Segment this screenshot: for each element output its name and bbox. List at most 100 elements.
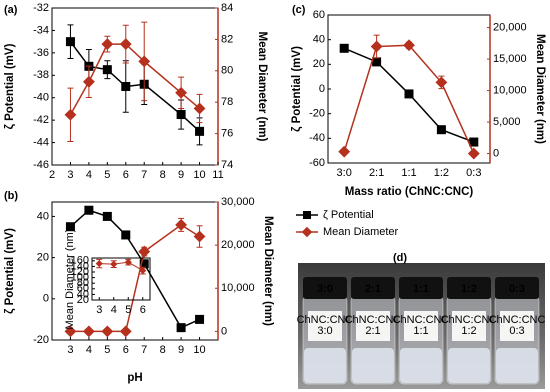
marker	[82, 75, 95, 88]
y-tick-label: 0	[319, 83, 325, 95]
legend-label: Mean Diameter	[323, 226, 399, 238]
vial-cap-label: 0:3	[509, 283, 525, 295]
x-tick-label: 7	[141, 344, 147, 356]
y2-tick-label: 76	[221, 128, 233, 140]
x-tick-label: 3	[67, 169, 73, 181]
y-tick-label: 0	[43, 293, 49, 305]
marker	[338, 145, 351, 158]
vial-tag	[452, 311, 486, 341]
vial-tag-text: 3:0	[317, 325, 332, 337]
y-tick-label: -40	[309, 132, 325, 144]
y-axis-label: ζ Potential (mV)	[4, 228, 16, 314]
vial-tag	[356, 311, 390, 341]
panel-label: (b)	[4, 190, 18, 202]
vial-cap-label: 1:2	[461, 283, 477, 295]
y-tick-label: 100	[71, 272, 89, 284]
x-tick-label: 4	[86, 344, 92, 356]
y-tick-label: -32	[33, 2, 49, 14]
marker	[301, 226, 313, 238]
y2-tick-label: 20,000	[493, 22, 527, 34]
marker	[124, 258, 132, 266]
y-tick-label: -40	[33, 92, 49, 104]
x-tick-label: 2	[49, 169, 55, 181]
y-tick-label: 120	[71, 266, 89, 278]
y2-axis-label: Mean Diameter (nm)	[534, 34, 546, 144]
x-tick-label: 7	[141, 169, 147, 181]
marker	[119, 325, 132, 338]
y-tick-label: 60	[77, 283, 89, 295]
y-tick-label: 80	[77, 277, 89, 289]
y-tick-label: -34	[33, 24, 49, 36]
marker	[193, 230, 206, 243]
y-tick-label: 60	[313, 9, 325, 21]
marker	[121, 82, 131, 91]
y-tick-label: 20	[313, 58, 325, 70]
y2-tick-label: 30,000	[221, 196, 255, 208]
marker	[64, 325, 77, 338]
marker	[435, 76, 448, 89]
vial-cap	[495, 277, 539, 299]
y-tick-label: 140	[71, 260, 89, 272]
marker	[119, 38, 132, 51]
x-tick-label: 1:1	[401, 167, 416, 179]
marker	[101, 325, 114, 338]
y-tick-label: 20	[37, 252, 49, 264]
y2-tick-label: 80	[221, 65, 233, 77]
marker	[102, 211, 112, 221]
marker	[303, 211, 311, 219]
x-tick-label: 3	[67, 344, 73, 356]
x-tick-label: 4	[86, 169, 92, 181]
y-tick-label: 40	[37, 210, 49, 222]
y2-tick-label: 0	[493, 147, 499, 159]
y-axis-label: ζ Potential (mV)	[4, 43, 16, 129]
vial-liquid	[400, 348, 442, 383]
x-tick-label: 11	[212, 169, 223, 181]
x-tick-label: 5	[104, 344, 110, 356]
y2-tick-label: 74	[221, 159, 233, 171]
x-tick-label: 10	[193, 344, 205, 356]
plot-frame	[51, 7, 219, 166]
panel-label: (c)	[292, 4, 306, 16]
x-axis-label: Mass ratio (ChNC:CNC)	[345, 186, 474, 198]
vial-tag	[500, 311, 534, 341]
y2-tick-label: 20,000	[221, 239, 255, 251]
marker	[121, 230, 131, 240]
x-tick-label: 9	[178, 169, 184, 181]
x-tick-label: 2:1	[369, 167, 384, 179]
vial-tag-text: 0:3	[509, 325, 524, 337]
y-tick-label: -42	[33, 114, 49, 126]
y-tick-label: 40	[313, 34, 325, 46]
y-tick-label: -44	[33, 136, 49, 148]
series-line	[99, 261, 144, 272]
x-tick-label: 5	[125, 304, 131, 316]
y2-axis-label: Mean Diameter (nm)	[256, 32, 268, 142]
marker	[84, 205, 94, 215]
y-tick-label: -46	[33, 159, 49, 171]
marker	[65, 37, 75, 47]
marker	[82, 325, 95, 338]
marker	[138, 55, 151, 68]
marker	[372, 57, 382, 67]
y-tick-label: -20	[309, 108, 325, 120]
y-axis-label: ζ Potential (mV)	[291, 46, 303, 132]
y-tick-label: -38	[33, 69, 49, 81]
y-axis-label: Mean Diameter (nm)	[64, 229, 76, 330]
marker	[176, 110, 186, 120]
vial-cap-label: 2:1	[365, 283, 381, 295]
vial-tag-text: ChNC:CNC	[441, 314, 498, 326]
marker	[195, 314, 205, 324]
marker	[436, 125, 446, 135]
marker	[64, 108, 77, 121]
marker	[404, 89, 414, 99]
plot-frame	[91, 257, 151, 301]
vial-cap-label: 1:1	[413, 283, 429, 295]
x-tick-label: 3:0	[337, 167, 352, 179]
vial-liquid	[304, 348, 346, 383]
vial-cap	[303, 277, 347, 299]
marker	[102, 65, 112, 75]
marker	[403, 39, 415, 52]
y2-tick-label: 84	[221, 2, 233, 14]
y2-tick-label: 78	[221, 96, 233, 108]
y-tick-label: 40	[77, 288, 89, 300]
